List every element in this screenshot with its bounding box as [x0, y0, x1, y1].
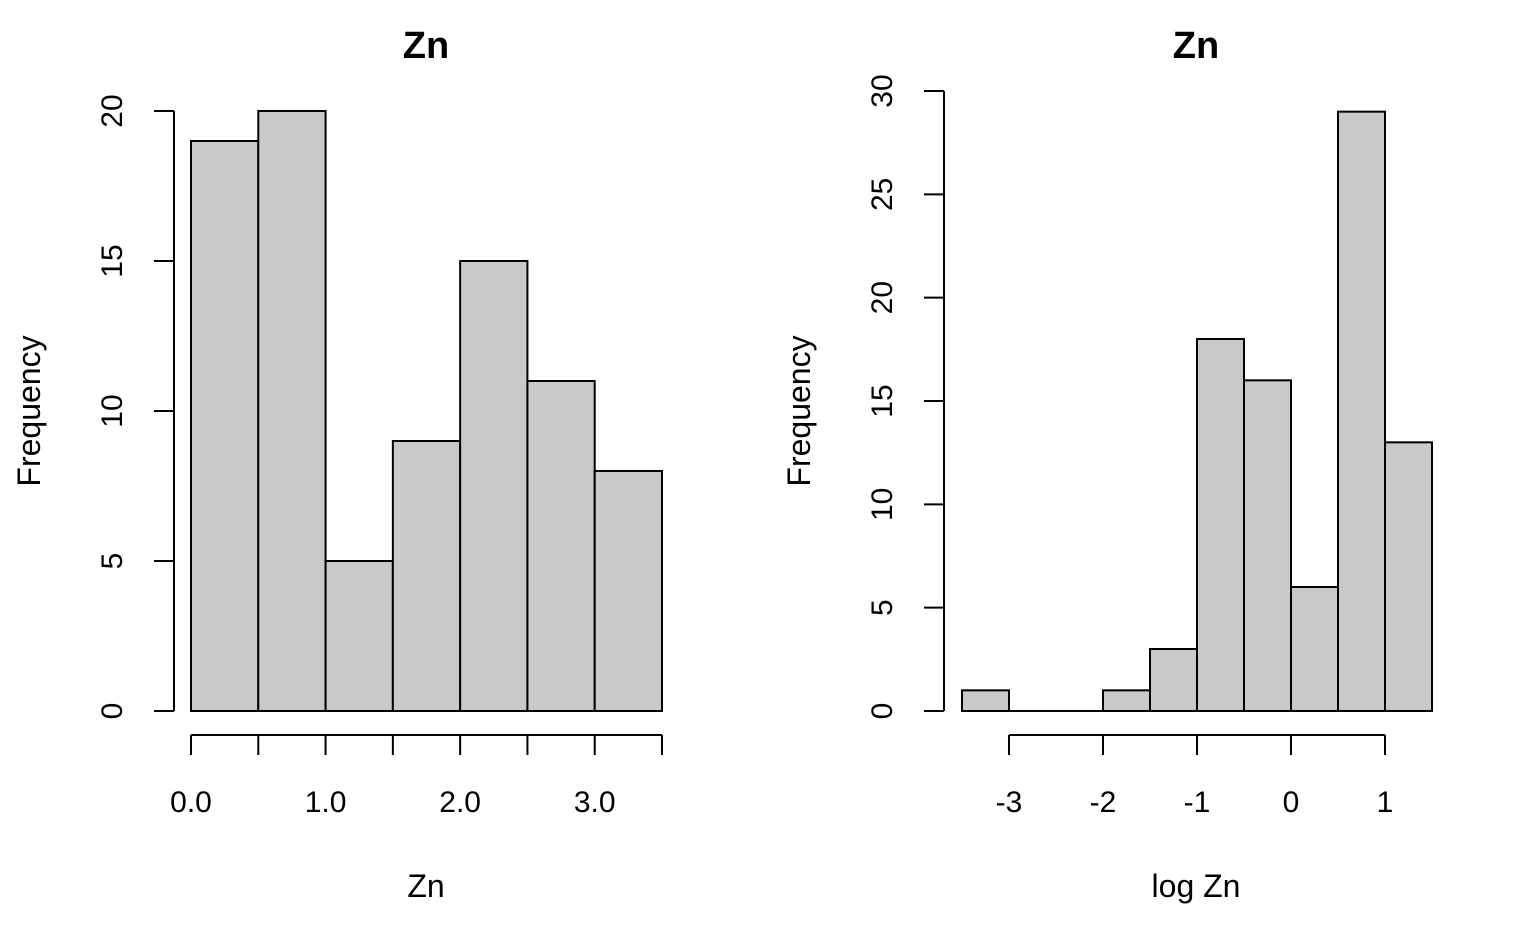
histogram-panel-left: 0 5 10 15 20 0.0 1.0 2.0 3.0 Zn Zn Frequency	[11, 25, 664, 904]
x-tick-label: -3	[996, 786, 1023, 819]
x-axis-label: log Zn	[1152, 868, 1241, 904]
histogram-bar	[526, 380, 596, 712]
y-tick-label: 10	[96, 394, 129, 427]
histogram-bar	[257, 110, 327, 712]
y-axis-label: Frequency	[781, 335, 817, 486]
histogram-bar	[1384, 441, 1433, 712]
histogram-bar	[391, 440, 462, 712]
histogram-bar	[1102, 689, 1151, 712]
x-tick-label: 2.0	[439, 786, 481, 819]
histogram-bar	[961, 689, 1010, 712]
x-tick-label: 1	[1377, 786, 1394, 819]
x-tick-label: -2	[1090, 786, 1117, 819]
y-tick-label: 20	[866, 281, 899, 314]
y-tick-label: 10	[866, 488, 899, 521]
y-tick-label: 5	[96, 553, 129, 570]
histogram-bar	[324, 560, 394, 712]
histogram-bar	[459, 260, 529, 712]
y-tick-label: 30	[866, 74, 899, 107]
y-axis-label: Frequency	[11, 335, 47, 486]
x-tick-label: 0	[1283, 786, 1300, 819]
y-tick-label: 25	[866, 178, 899, 211]
histogram-panel-right: 0 5 10 15 20 25 30 -3 -2 -1 0 1 Zn log Zn Frequency	[781, 25, 1433, 904]
chart-title: Zn	[403, 25, 449, 67]
histogram-bar	[1337, 110, 1386, 712]
x-tick-label: 1.0	[305, 786, 347, 819]
y-tick-label: 20	[96, 94, 129, 127]
x-tick-label: 0.0	[170, 786, 212, 819]
y-tick-label: 0	[866, 703, 899, 720]
x-tick-label: 3.0	[574, 786, 616, 819]
histogram-bar	[1243, 379, 1292, 712]
histogram-bar	[1290, 586, 1339, 712]
chart-title: Zn	[1173, 25, 1219, 67]
histogram-bar	[593, 470, 664, 712]
y-tick-label: 0	[96, 703, 129, 720]
x-tick-label: -1	[1184, 786, 1211, 819]
histogram-bar	[1149, 648, 1198, 712]
x-axis-label: Zn	[407, 868, 444, 904]
y-tick-label: 15	[96, 244, 129, 277]
y-tick-label: 5	[866, 599, 899, 616]
histogram-bar	[1196, 338, 1245, 712]
histogram-bar	[190, 140, 260, 712]
y-tick-label: 15	[866, 384, 899, 417]
